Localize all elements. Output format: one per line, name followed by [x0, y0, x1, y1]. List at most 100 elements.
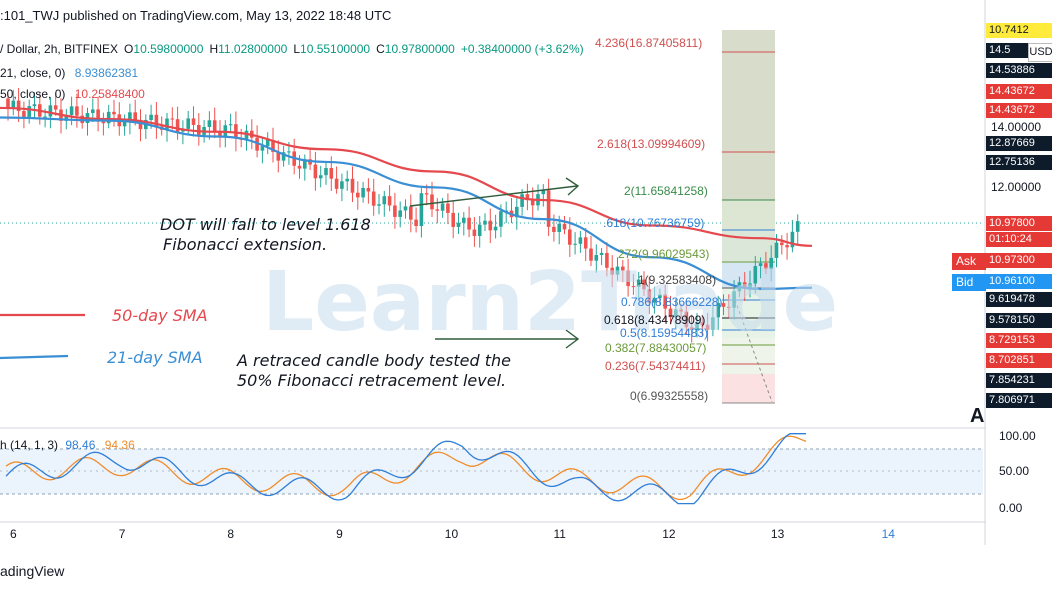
sma50-legend-value: 10.25848400 [74, 87, 145, 101]
candle-body [48, 105, 53, 117]
candle-body [716, 303, 720, 318]
candle-body [424, 193, 429, 195]
sma21-legend[interactable]: 21, close, 0) 8.93862381 [0, 66, 138, 80]
price-label: 12.87669 [986, 136, 1052, 151]
candle-body [409, 206, 413, 220]
candle-body [138, 120, 143, 130]
fib-zone-upper [722, 30, 775, 200]
candle-body [742, 282, 747, 289]
fib-label-0786: 0.786(8.83666228) [621, 295, 723, 309]
candle-body [419, 193, 424, 227]
time-axis[interactable]: 6789101112131415 [10, 527, 1004, 541]
sma21-line [0, 116, 813, 291]
candle-body [234, 124, 238, 139]
annotation-sma21: 21-day SMA [107, 348, 203, 367]
candle-body [318, 175, 323, 179]
currency-label[interactable]: USD [1028, 43, 1052, 62]
candle-body [175, 119, 180, 132]
candle-body [647, 289, 652, 303]
price-tick-12: 12.00000 [991, 180, 1042, 194]
time-tick-7: 7 [119, 527, 126, 541]
candle-body [764, 263, 768, 269]
candle-body [557, 223, 561, 232]
candle-body [562, 223, 567, 230]
stoch-legend-label: h (14, 1, 3) [0, 438, 59, 452]
candle-body [711, 317, 715, 330]
stoch-tick-100: 100.00 [999, 429, 1036, 443]
candle-body [303, 159, 307, 169]
candle-body [774, 242, 779, 258]
sma50-legend[interactable]: 50, close, 0) 10.25848400 [0, 87, 145, 101]
candle-body [101, 121, 106, 124]
candle-body [477, 224, 482, 236]
candle-body [350, 178, 355, 193]
stoch-d-line [5, 435, 807, 501]
time-tick-12: 12 [662, 527, 676, 541]
candle-body [642, 279, 646, 290]
candle-body [790, 231, 795, 248]
candle-body [668, 308, 673, 318]
candle-body [122, 121, 127, 127]
candle-body [705, 324, 710, 330]
candle-body [753, 266, 758, 284]
sma50-legend-label: 50, close, 0) [0, 87, 66, 101]
candle-body [599, 252, 604, 255]
time-tick-14: 14 [882, 527, 896, 541]
fib-label-05: 0.5(8.15954483) [620, 326, 709, 340]
time-tick-13: 13 [771, 527, 785, 541]
candle-body [297, 165, 302, 169]
time-tick-11: 11 [554, 527, 567, 541]
candle-body [366, 187, 371, 192]
ohlc-row: / Dollar, 2h, BITFINEX O10.59800000 H11.02… [0, 42, 590, 56]
ohlc-change: +0.38400000 (+3.62%) [460, 42, 584, 56]
fib-trend-dashed [734, 299, 773, 403]
candle-body [260, 146, 265, 151]
ohlc-low: L10.55100000 [293, 42, 371, 56]
lower-arrow-head [565, 329, 580, 349]
candle-body [27, 106, 31, 117]
candle-body [472, 229, 477, 236]
candle-body [467, 217, 471, 230]
candle-body [695, 322, 699, 330]
annotation-dot-fall-1: DOT will fall to level 1.618 [160, 215, 371, 234]
candle-body [462, 217, 466, 223]
candle-body [324, 168, 328, 176]
fib-label-1618: .618(10.76736759) [603, 216, 705, 230]
price-label: 8.702851 [986, 353, 1052, 368]
candle-body [631, 286, 636, 288]
ask-badge: Ask [952, 253, 986, 270]
fib-label-0382: 0.382(7.88430057) [605, 341, 707, 355]
candle-body [589, 248, 593, 261]
candle-body [265, 140, 270, 147]
candle-body [795, 221, 800, 232]
time-tick-8: 8 [227, 527, 234, 541]
candle-body [499, 211, 503, 227]
candle-body [197, 124, 201, 135]
candle-body [727, 306, 731, 308]
candle-body [658, 294, 662, 299]
price-label: 9.619478 [986, 292, 1052, 307]
fib-label-2: 2(11.65841258) [624, 184, 708, 198]
tradingview-brand[interactable]: adingView [0, 563, 65, 579]
candle-body [525, 194, 530, 201]
candle-body [594, 254, 599, 261]
candle-body [636, 279, 641, 287]
candle-body [530, 200, 535, 206]
candle-body [287, 151, 291, 153]
candle-body [403, 206, 408, 211]
candle-body [621, 266, 625, 271]
price-label: 12.75136 [986, 155, 1052, 170]
symbol-label[interactable]: / Dollar, 2h, BITFINEX [0, 42, 119, 56]
price-label: 10.96100 [986, 274, 1052, 289]
stoch-legend[interactable]: h (14, 1, 3) 98.46 94.36 [0, 438, 135, 452]
candle-body [223, 125, 228, 137]
alert-icon[interactable]: A [970, 405, 985, 427]
candle-body [43, 116, 47, 118]
fib-label-0236: 0.236(7.54374411) [605, 359, 706, 373]
candle-body [16, 100, 21, 112]
upper-arrow-head [565, 177, 580, 196]
sma21-legend-label: 21, close, 0) [0, 66, 66, 80]
candle-body [170, 118, 175, 120]
price-label: 14.43672 [986, 84, 1052, 99]
